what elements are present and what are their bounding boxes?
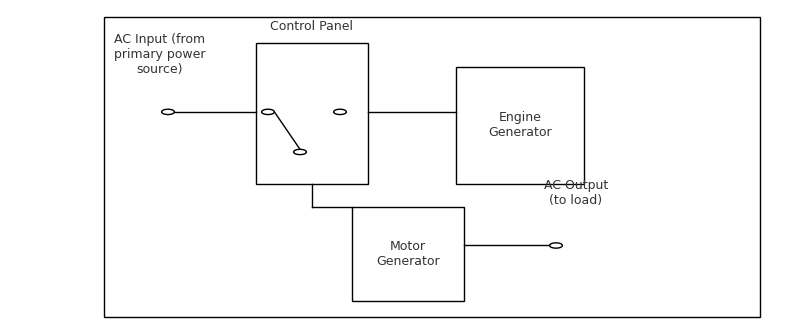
Text: AC Input (from
primary power
source): AC Input (from primary power source): [114, 33, 206, 76]
Circle shape: [162, 109, 174, 115]
Bar: [104, 17, 760, 317]
Text: AC Output
(to load): AC Output (to load): [544, 179, 608, 207]
Text: Motor
Generator: Motor Generator: [376, 240, 440, 268]
Bar: [352, 207, 464, 301]
Circle shape: [550, 243, 562, 248]
Bar: [256, 43, 368, 184]
Circle shape: [294, 149, 306, 155]
Bar: [456, 67, 584, 184]
Circle shape: [334, 109, 346, 115]
Text: Control Panel: Control Panel: [270, 20, 354, 33]
Circle shape: [262, 109, 274, 115]
Text: Engine
Generator: Engine Generator: [488, 111, 552, 139]
